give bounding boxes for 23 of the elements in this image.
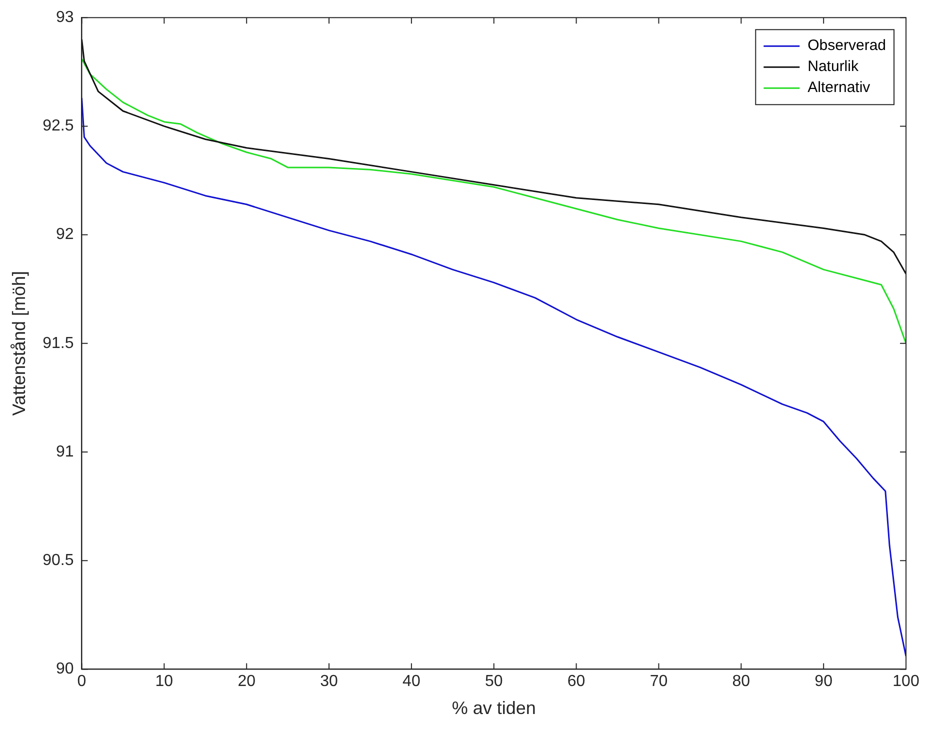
legend-label: Naturlik: [808, 58, 859, 76]
x-tick-label: 40: [402, 673, 420, 690]
legend-label: Alternativ: [808, 79, 871, 96]
y-tick-label: 92: [56, 226, 74, 244]
x-tick-label: 80: [732, 673, 750, 690]
x-tick-label: 60: [567, 673, 586, 690]
x-axis-title: % av tiden: [452, 698, 536, 718]
y-tick-label: 90.5: [42, 552, 74, 570]
legend-label: Observerad: [808, 37, 886, 54]
y-axis-title: Vattenstånd [möh]: [8, 271, 29, 416]
x-tick-label: 0: [77, 673, 86, 690]
y-tick-label: 90: [56, 660, 74, 678]
y-tick-label: 93: [56, 9, 74, 26]
x-tick-label: 10: [155, 673, 174, 690]
y-tick-label: 92.5: [42, 118, 74, 135]
x-tick-label: 20: [238, 673, 256, 690]
x-tick-label: 50: [484, 673, 503, 690]
x-tick-label: 100: [892, 673, 920, 690]
y-tick-label: 91.5: [42, 334, 74, 352]
x-tick-label: 90: [814, 673, 833, 690]
y-tick-label: 91: [56, 443, 74, 460]
x-tick-label: 30: [320, 673, 338, 690]
x-tick-label: 70: [650, 673, 668, 690]
